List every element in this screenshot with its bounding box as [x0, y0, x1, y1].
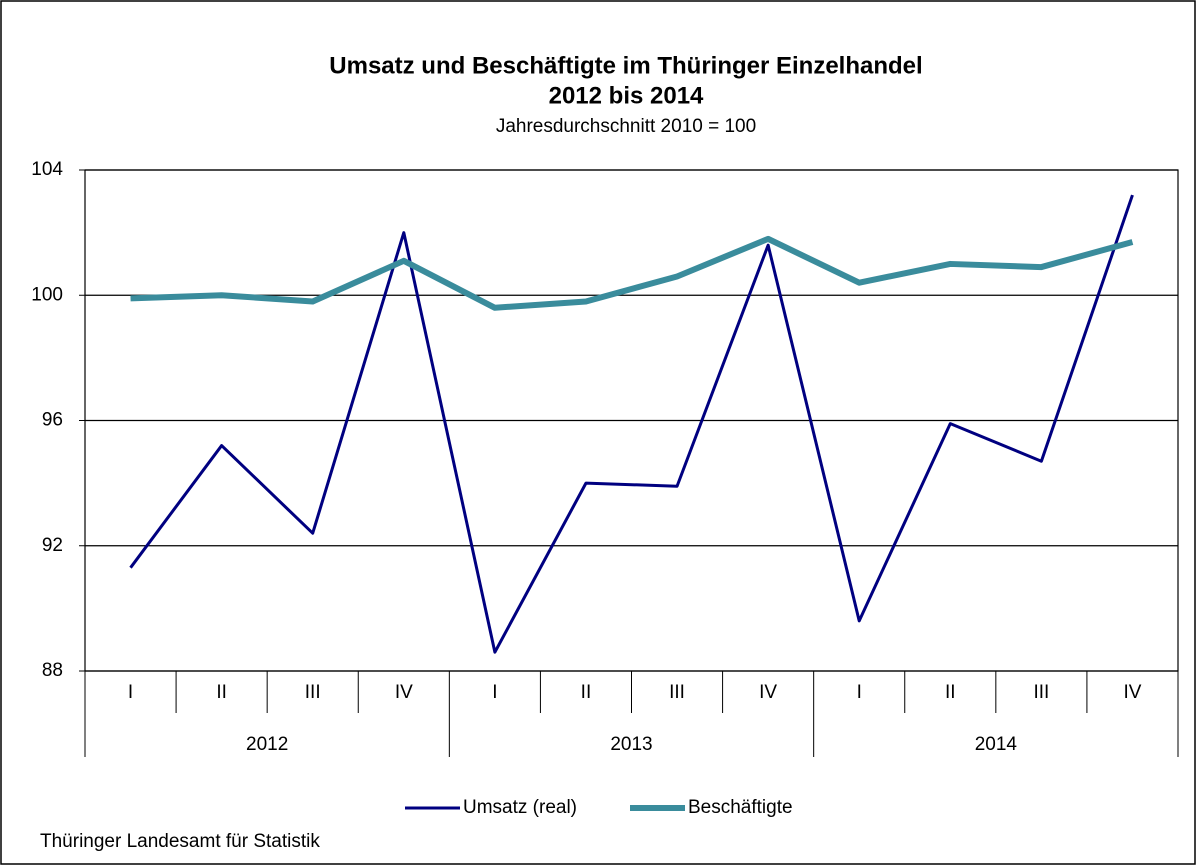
x-tick-label: IV — [395, 682, 413, 703]
y-tick-label: 96 — [42, 410, 63, 431]
x-tick-label: I — [857, 682, 862, 703]
x-tick-label: I — [492, 682, 497, 703]
x-tick-label: II — [581, 682, 592, 703]
legend-label: Umsatz (real) — [463, 797, 577, 818]
chart-title: Umsatz und Beschäftigte im Thüringer Ein… — [329, 52, 922, 79]
x-tick-label: III — [669, 682, 685, 703]
y-tick-label: 88 — [42, 660, 63, 681]
chart-title: 2012 bis 2014 — [549, 82, 704, 109]
y-tick-label: 92 — [42, 535, 63, 556]
group-label: 2014 — [975, 734, 1018, 755]
x-tick-label: III — [1033, 682, 1049, 703]
series-line — [129, 194, 1134, 654]
x-tick-label: III — [305, 682, 321, 703]
y-tick-label: 100 — [31, 284, 63, 305]
x-tick-label: II — [945, 682, 956, 703]
series-line — [130, 235, 1134, 311]
x-tick-label: II — [216, 682, 227, 703]
group-label: 2013 — [610, 734, 652, 755]
y-tick-label: 104 — [31, 159, 63, 180]
x-tick-label: IV — [1123, 682, 1141, 703]
legend-label: Beschäftigte — [688, 797, 793, 818]
x-tick-label: IV — [759, 682, 777, 703]
source: Thüringer Landesamt für Statistik — [40, 831, 320, 852]
x-tick-label: I — [128, 682, 133, 703]
group-label: 2012 — [246, 734, 288, 755]
chart-subtitle: Jahresdurchschnitt 2010 = 100 — [496, 116, 756, 137]
